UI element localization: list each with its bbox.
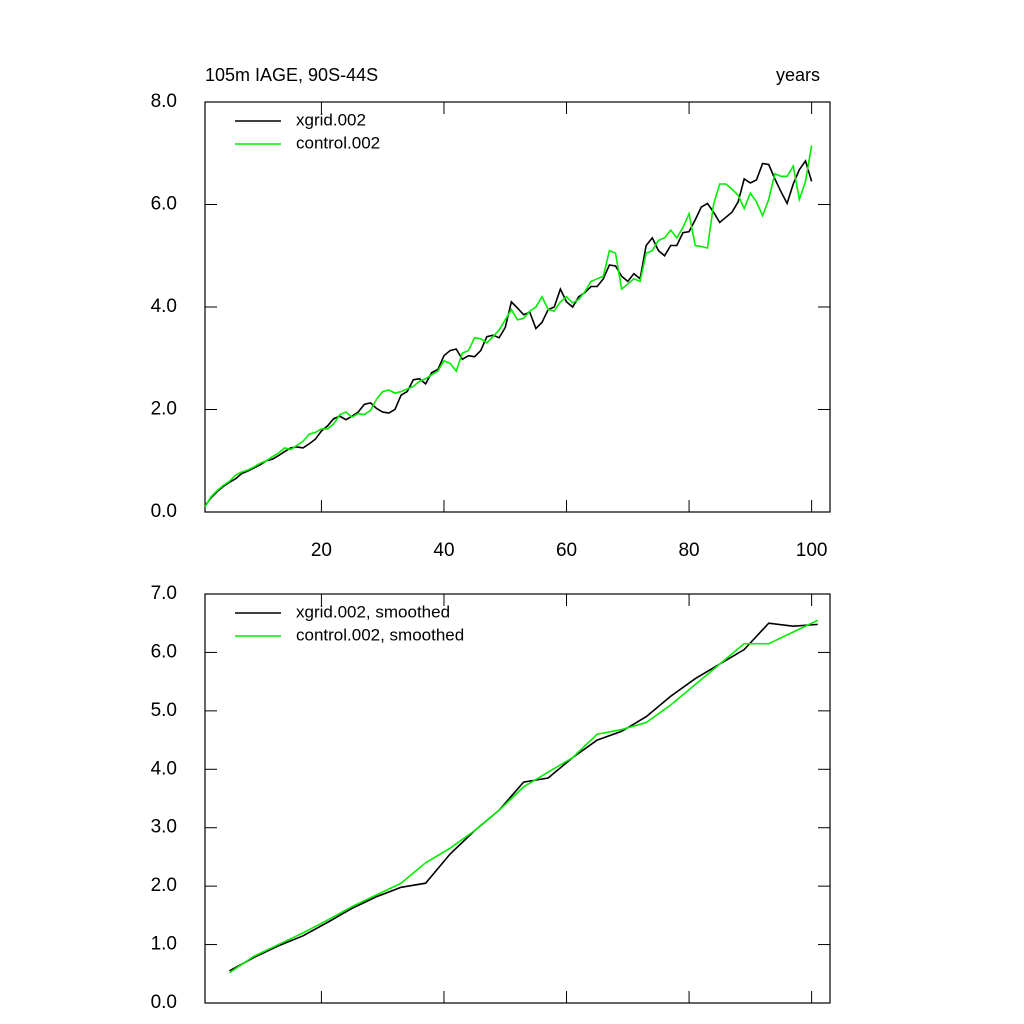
- legend-label: xgrid.002: [296, 110, 366, 129]
- y-tick-label: 2.0: [151, 399, 177, 420]
- y-tick-label: 4.0: [151, 296, 177, 317]
- chart-right-title: years: [776, 65, 820, 85]
- legend-label: control.002: [296, 133, 380, 152]
- y-tick-label: 0.0: [151, 992, 177, 1013]
- y-tick-label: 4.0: [151, 758, 177, 779]
- series-line: [204, 145, 813, 508]
- legend-label: xgrid.002, smoothed: [296, 602, 450, 621]
- chart-title: 105m IAGE, 90S-44S: [205, 65, 378, 85]
- series-line: [229, 622, 818, 972]
- y-tick-label: 7.0: [151, 583, 177, 604]
- x-tick-label: 60: [556, 540, 577, 561]
- plot-frame: [204, 593, 831, 1004]
- x-tick-label: 40: [433, 540, 454, 561]
- y-tick-label: 6.0: [151, 194, 177, 215]
- x-tick-label: 100: [796, 540, 828, 561]
- y-tick-label: 8.0: [151, 91, 177, 112]
- x-tick-label: 20: [311, 540, 332, 561]
- x-tick-label: 80: [678, 540, 699, 561]
- y-tick-label: 5.0: [151, 700, 177, 721]
- legend-label: control.002, smoothed: [296, 625, 464, 644]
- series-line: [204, 159, 813, 507]
- y-tick-label: 1.0: [151, 934, 177, 955]
- series-line: [229, 619, 819, 974]
- y-tick-label: 6.0: [151, 641, 177, 662]
- y-tick-label: 2.0: [151, 875, 177, 896]
- y-tick-label: 0.0: [151, 501, 177, 522]
- y-tick-label: 3.0: [151, 817, 177, 838]
